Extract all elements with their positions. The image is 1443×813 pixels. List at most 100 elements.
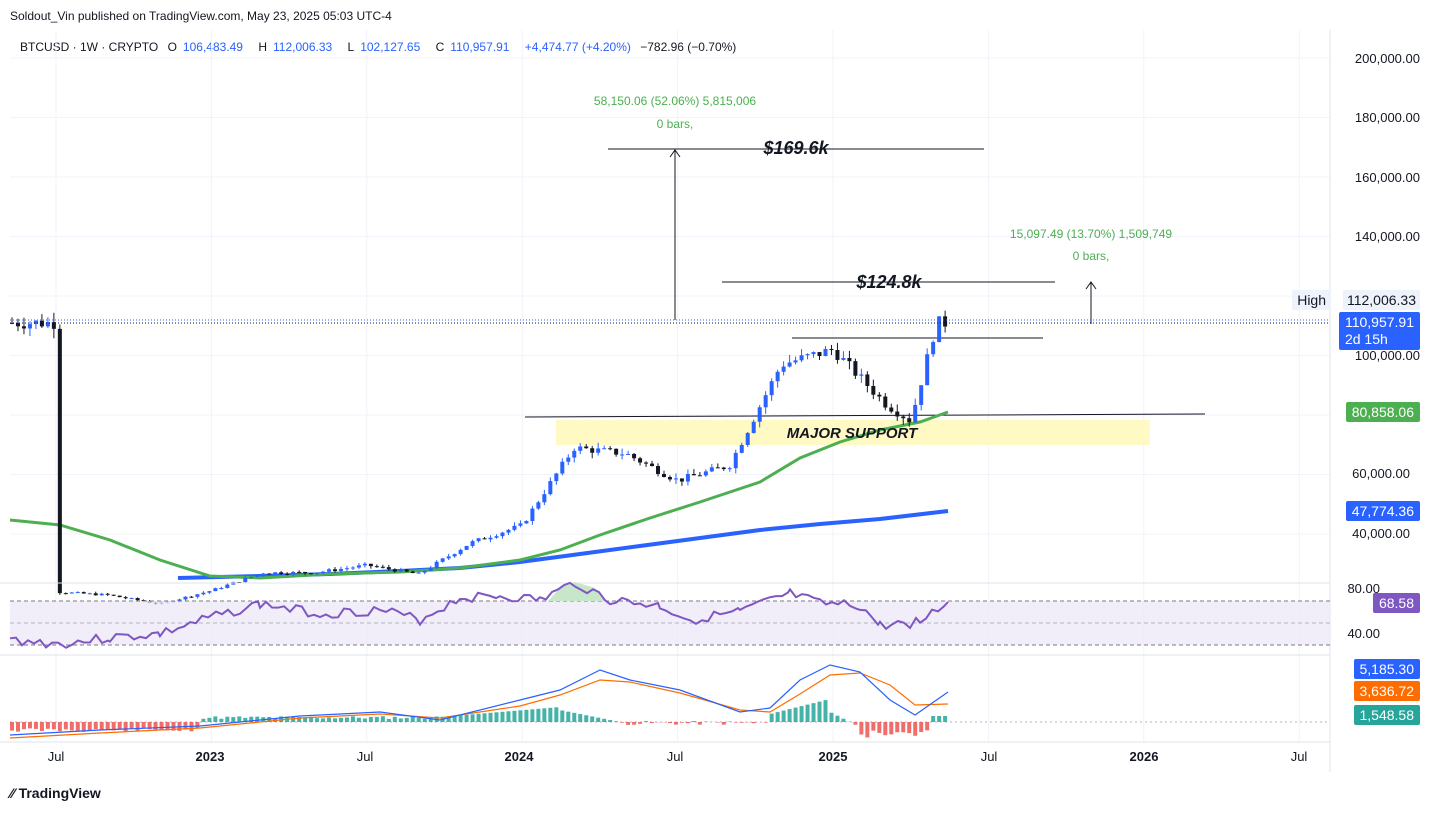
candle-body [901,416,906,419]
macd-hist-bar [685,722,690,724]
x-tick-2025: 2025 [819,749,848,764]
candle-body [697,475,702,477]
macd-hist-bar [476,713,481,722]
candle-body [799,355,804,361]
candle-body [315,573,320,575]
macd-hist-bar [356,717,361,722]
candle-body [703,471,708,476]
macd-hist-bar [943,716,948,722]
candle-body [93,593,98,596]
target2-label: $124.8k [855,272,922,292]
macd-hist-bar [901,722,906,733]
candle-body [685,474,690,482]
macd-hist-bar [87,722,92,731]
macd-hist-bar [195,722,200,729]
candle-body [793,360,798,363]
macd-hist-bar [859,722,864,735]
macd-hist-bar [470,714,475,722]
y-tick-60k: 60,000.00 [1352,466,1410,481]
hist-tag: 1,548.58 [1353,705,1420,725]
candle-body [560,461,565,474]
macd-hist-bar [679,722,684,723]
candle-body [434,561,439,568]
symbol-label[interactable]: BTCUSD · 1W · CRYPTO [20,40,159,54]
candle-body [21,326,26,329]
macd-hist-bar [392,716,397,722]
candle-body [673,478,678,480]
close-label: C [435,40,445,54]
change-value: +4,474.77 (+4.20%) [524,40,631,54]
candle-body [614,448,619,455]
low-value: 102,127.65 [360,40,421,54]
macd-hist-bar [907,722,912,734]
candle-body [10,322,14,324]
candle-body [452,554,457,557]
macd-hist-bar [10,722,14,731]
macd-hist-bar [81,722,86,732]
candle-body [273,572,278,574]
macd-hist-bar [488,712,493,722]
candle-body [416,572,421,574]
candle-body [494,536,499,538]
candle-body [727,468,732,470]
candle-body [362,563,367,566]
brand-text: TradingView [18,785,101,801]
macd-hist-bar [835,715,840,722]
candle-body [482,538,487,540]
macd-hist-bar [787,709,792,722]
target1-arrowhead [669,149,681,158]
rsi-overbought-fill [548,582,605,601]
candle-body [285,573,290,575]
y-tick-180k: 180,000.00 [1355,110,1420,125]
candle-body [333,569,338,572]
candle-body [189,596,194,598]
last-price-value: 110,957.91 [1344,314,1414,330]
tradingview-logo[interactable]: ⁄⁄ TradingView [10,785,101,801]
macd-hist-bar [823,700,828,722]
last-price-tag: 110,957.91 2d 15h [1338,312,1420,350]
macd-hist-bar [147,722,152,730]
macd-hist-bar [350,716,355,722]
macd-hist-bar [667,722,672,724]
macd-hist-bar [123,722,128,732]
macd-hist-bar [799,706,804,722]
macd-hist-bar [578,714,583,722]
candle-body [446,556,451,559]
candle-body [350,567,355,569]
macd-hist-bar [733,722,738,723]
ma-fast-line [9,410,949,580]
candle-body [889,407,894,412]
candle-body [602,448,607,450]
candle-body [787,362,792,367]
candle-body [267,573,272,575]
y-tick-160k: 160,000.00 [1355,170,1420,185]
candle-body [572,450,577,458]
candle-body [219,588,224,590]
candle-body [123,597,128,599]
macd-hist-bar [141,722,146,729]
candle-body [404,569,409,572]
macd-hist-bar [51,722,56,730]
candle-body [943,316,948,327]
candle-body [255,574,260,577]
macd-hist-bar [410,716,415,722]
candle-body [506,529,511,533]
macd-hist-bar [458,715,463,722]
candle-body [488,537,493,540]
macd-hist-bar [297,717,302,722]
candle-body [428,567,433,571]
candle-body [907,418,912,423]
low-label: L [347,40,355,54]
candle-body [877,394,882,397]
macd-hist-bar [877,722,882,733]
candle-body [835,350,840,360]
macd-hist-bar [398,718,403,722]
candle-body [919,385,924,405]
macd-hist-bar [249,716,254,722]
macd-hist-bar [841,718,846,722]
macd-hist-bar [608,720,613,722]
macd-hist-bar [404,717,409,722]
macd-hist-bar [925,722,930,731]
macd-hist-bar [45,722,50,729]
